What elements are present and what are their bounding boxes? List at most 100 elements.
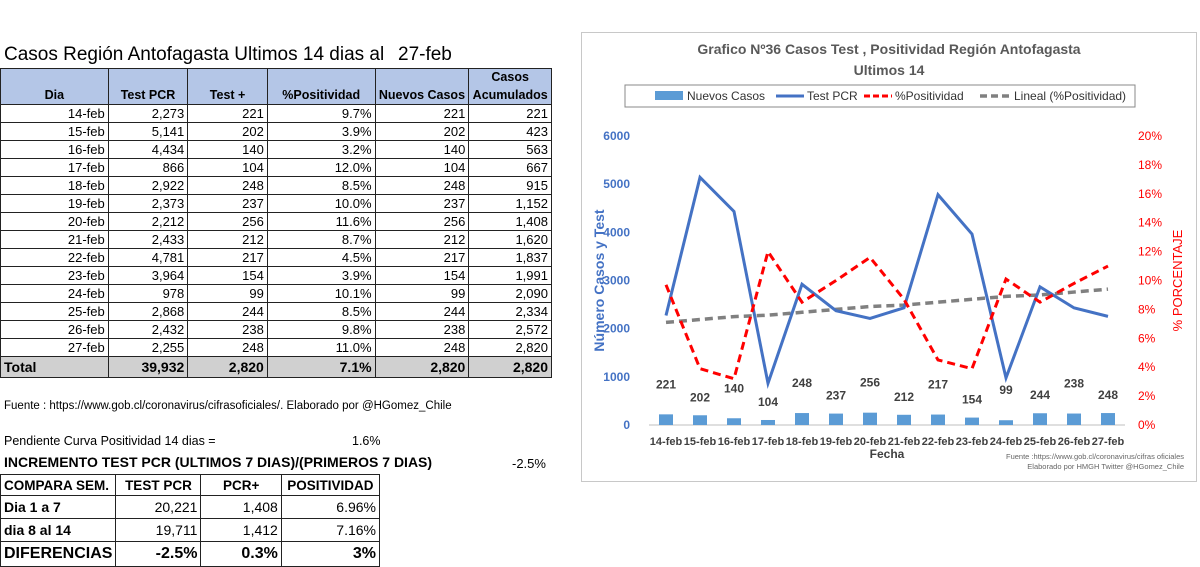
table-cell: 24-feb <box>0 284 109 303</box>
bar-nuevos-casos <box>863 412 877 425</box>
y-tick-left: 1000 <box>603 370 630 384</box>
y-tick-right: 12% <box>1138 245 1162 259</box>
table-cell: 140 <box>187 140 268 159</box>
table-cell: 237 <box>187 194 268 213</box>
y-tick-right: 8% <box>1138 302 1156 316</box>
table-cell: 1,620 <box>468 230 552 249</box>
header-test-pcr: Test PCR <box>107 86 189 105</box>
y-axis-label: Número Casos y Test <box>591 209 607 351</box>
x-tick-label: 20-feb <box>854 436 887 448</box>
y-tick-left: 5000 <box>603 177 630 191</box>
x-tick-label: 14-feb <box>650 436 683 448</box>
table-cell: 104 <box>374 158 470 177</box>
x-tick-label: 15-feb <box>684 436 717 448</box>
table-cell: 11.0% <box>266 338 376 357</box>
y-tick-left: 2000 <box>603 322 630 336</box>
table-cell: 23-feb <box>0 266 109 285</box>
y-tick-right: 0% <box>1138 418 1156 432</box>
bar-data-label: 244 <box>1030 388 1050 402</box>
compare-cell: 1,412 <box>200 518 282 542</box>
incremento-value: -2.5% <box>512 456 546 471</box>
table-cell: 563 <box>468 140 552 159</box>
compare-table: COMPARA SEM. TEST PCR PCR+ POSITIVIDAD D… <box>0 474 381 567</box>
table-cell: 244 <box>187 302 268 321</box>
legend-label-positividad: %Positividad <box>895 89 964 103</box>
header-top-dia <box>0 68 109 86</box>
table-cell: 1,152 <box>468 194 552 213</box>
bar-data-label: 212 <box>894 390 914 404</box>
y-tick-left: 0 <box>623 418 630 432</box>
table-cell: 978 <box>107 284 189 303</box>
compare-cell: 20,221 <box>115 495 202 519</box>
bar-nuevos-casos <box>659 414 673 425</box>
y-axis-label-right: % PORCENTAJE <box>1170 229 1185 331</box>
table-cell: 4.5% <box>266 248 376 267</box>
table-cell: 3.2% <box>266 140 376 159</box>
table-cell: 202 <box>187 122 268 141</box>
x-tick-label: 22-feb <box>922 436 955 448</box>
table-cell: 27-feb <box>0 338 109 357</box>
bar-data-label: 140 <box>724 381 744 395</box>
cases-table: Casos Dia Test PCR Test + %Positividad N… <box>0 68 552 378</box>
table-row: 22-feb 4,781 217 4.5% 217 1,837 <box>0 248 552 267</box>
y-tick-right: 20% <box>1138 129 1162 143</box>
table-cell: 248 <box>374 176 470 195</box>
table-cell: 1,837 <box>468 248 552 267</box>
y-tick-right: 16% <box>1138 187 1162 201</box>
chart-title: Grafico Nº36 Casos Test , Positividad Re… <box>697 41 1080 57</box>
table-cell: 2,273 <box>107 104 189 123</box>
trend-line <box>665 287 1109 325</box>
header-top-acum: Casos <box>468 68 552 86</box>
x-tick-label: 25-feb <box>1024 436 1057 448</box>
x-tick-label: 21-feb <box>888 436 921 448</box>
bar-nuevos-casos <box>761 419 775 425</box>
table-cell: 256 <box>187 212 268 231</box>
table-cell: 3.9% <box>266 122 376 141</box>
compare-header: TEST PCR <box>115 474 202 496</box>
table-cell: 423 <box>468 122 552 141</box>
compare-row: dia 8 al 14 19,711 1,412 7.16% <box>0 518 381 542</box>
bar-data-label: 154 <box>962 393 982 407</box>
bar-data-label: 248 <box>1098 388 1118 402</box>
y-tick-right: 18% <box>1138 158 1162 172</box>
table-cell: 217 <box>374 248 470 267</box>
table-cell: 20-feb <box>0 212 109 231</box>
table-cell: 2,868 <box>107 302 189 321</box>
x-tick-label: 16-feb <box>718 436 751 448</box>
table-cell: 19-feb <box>0 194 109 213</box>
bar-data-label: 217 <box>928 378 948 392</box>
table-cell: 10.0% <box>266 194 376 213</box>
x-tick-label: 24-feb <box>990 436 1023 448</box>
table-cell: 99 <box>187 284 268 303</box>
pendiente-value: 1.6% <box>352 434 381 448</box>
compare-cell: 6.96% <box>280 495 381 519</box>
table-cell: 154 <box>187 266 268 285</box>
compare-cell: 19,711 <box>115 518 202 542</box>
table-cell: 8.5% <box>266 176 376 195</box>
header-top-positividad <box>266 68 376 86</box>
table-cell: 16-feb <box>0 140 109 159</box>
line-positividad <box>664 248 1109 381</box>
legend-box <box>624 84 1136 108</box>
bar-nuevos-casos <box>931 414 945 425</box>
table-cell: 202 <box>374 122 470 141</box>
table-cell: 256 <box>374 212 470 231</box>
chart-footnote: Elaborado por HMGH Twitter @HGomez_Chile <box>1027 462 1184 471</box>
table-row: 24-feb 978 99 10.1% 99 2,090 <box>0 284 552 303</box>
header-test-pos: Test + <box>187 86 268 105</box>
table-cell: 14-feb <box>0 104 109 123</box>
table-cell: 9.8% <box>266 320 376 339</box>
bar-nuevos-casos <box>1033 413 1047 425</box>
x-tick-label: 27-feb <box>1092 436 1125 448</box>
total-row: Total 39,932 2,820 7.1% 2,820 2,820 <box>0 356 552 378</box>
bar-nuevos-casos <box>965 417 979 425</box>
table-cell: 10.1% <box>266 284 376 303</box>
x-axis-label: Fecha <box>870 447 905 461</box>
table-cell: 212 <box>187 230 268 249</box>
table-cell: 212 <box>374 230 470 249</box>
header-acumulados: Acumulados <box>468 86 552 105</box>
compare-cell: 7.16% <box>280 518 381 542</box>
table-cell: 2,432 <box>107 320 189 339</box>
table-cell: 21-feb <box>0 230 109 249</box>
bar-nuevos-casos <box>795 413 809 425</box>
